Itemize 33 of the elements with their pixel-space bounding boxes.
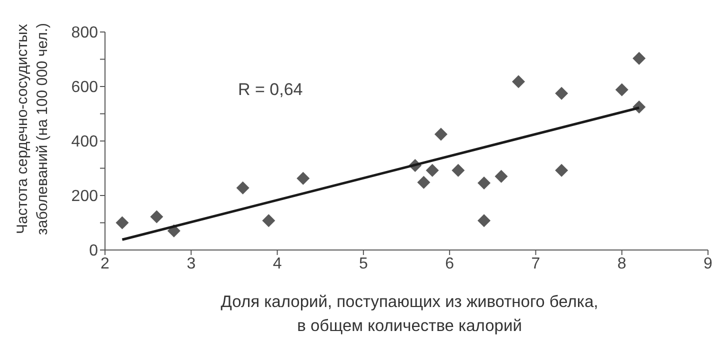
point: [296, 172, 310, 185]
x-tick-label: 9: [704, 255, 713, 272]
point: [434, 128, 448, 141]
point: [452, 164, 465, 177]
point: [632, 52, 646, 65]
point: [494, 170, 508, 183]
y-tick-label: 200: [71, 188, 98, 206]
y-tick-label: 600: [71, 79, 98, 96]
point: [116, 216, 129, 230]
point: [512, 75, 525, 88]
y-tick-label: 0: [89, 242, 98, 260]
point: [426, 164, 439, 177]
point: [555, 164, 568, 177]
point: [417, 176, 430, 189]
y-tick-label: 400: [71, 134, 98, 151]
y-axis-title: Частота сердечно-сосудистых заболеваний (на 100 000 чел.): [13, 22, 52, 236]
x-tick-label: 4: [272, 255, 282, 272]
annotation: R = 0,64: [238, 80, 303, 100]
x-tick-label: 8: [617, 255, 626, 272]
point: [478, 214, 491, 228]
point: [478, 176, 491, 190]
point: [555, 86, 568, 100]
x-tick-label: 7: [531, 255, 540, 272]
point: [150, 210, 164, 224]
point: [615, 83, 628, 96]
x-tick-label: 3: [186, 255, 196, 272]
x-tick-label: 2: [100, 255, 110, 272]
point: [236, 181, 250, 194]
x-tick-label: 5: [358, 255, 368, 272]
x-tick-label: 6: [445, 255, 454, 272]
x-axis-title: Доля калорий, поступающих из животного белка, в общем количестве калорий: [220, 292, 600, 337]
y-tick-label: 800: [71, 24, 98, 42]
point: [262, 214, 276, 228]
